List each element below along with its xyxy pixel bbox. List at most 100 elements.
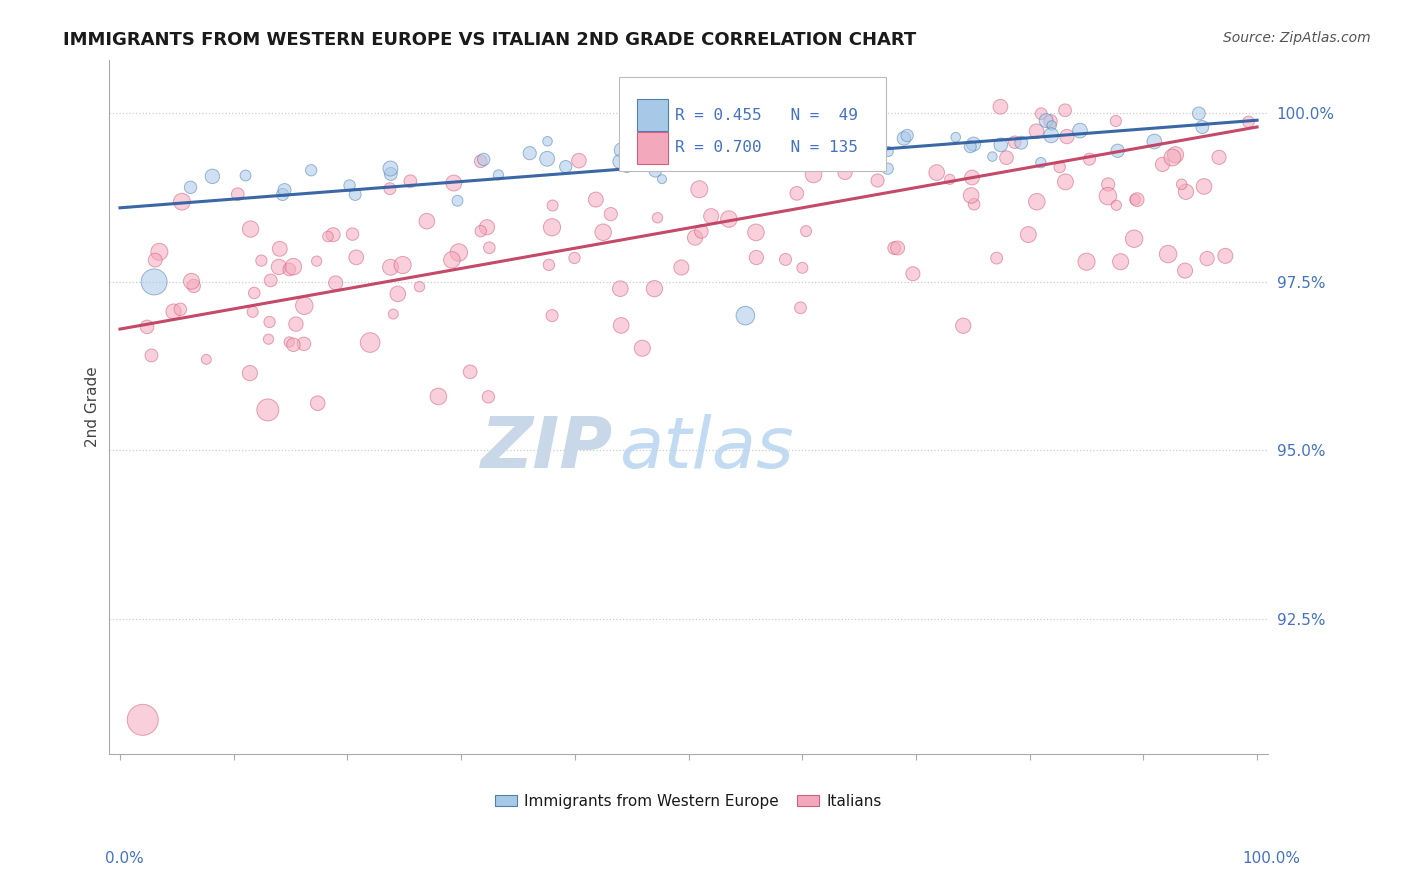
Point bbox=[1040, 128, 1063, 143]
Point bbox=[399, 174, 422, 188]
Point bbox=[170, 194, 193, 209]
Point bbox=[257, 332, 280, 346]
Point bbox=[269, 242, 291, 256]
Point bbox=[180, 274, 202, 288]
Point bbox=[408, 279, 430, 293]
Point bbox=[564, 251, 586, 265]
Point bbox=[1069, 123, 1091, 137]
Point bbox=[1188, 106, 1211, 120]
Point bbox=[794, 224, 817, 238]
FancyBboxPatch shape bbox=[619, 77, 886, 170]
Point bbox=[865, 142, 887, 156]
Point bbox=[960, 188, 983, 202]
Point bbox=[671, 260, 693, 275]
FancyBboxPatch shape bbox=[637, 99, 668, 131]
Point bbox=[745, 225, 768, 239]
Point bbox=[486, 168, 509, 182]
Point bbox=[700, 209, 723, 223]
Point bbox=[148, 244, 170, 259]
Point bbox=[789, 301, 811, 315]
Point bbox=[380, 167, 402, 181]
Point bbox=[470, 154, 492, 169]
Point bbox=[1174, 185, 1197, 199]
Point bbox=[305, 254, 328, 268]
Point bbox=[299, 163, 322, 178]
Point bbox=[359, 335, 381, 350]
Point bbox=[239, 222, 262, 236]
Point bbox=[990, 100, 1012, 114]
Point bbox=[1157, 247, 1180, 261]
Text: ZIP: ZIP bbox=[481, 414, 613, 483]
Point bbox=[541, 220, 564, 235]
Point bbox=[745, 251, 768, 265]
Point bbox=[1105, 114, 1128, 128]
Point bbox=[893, 131, 915, 145]
Point bbox=[1152, 157, 1174, 171]
Point bbox=[1105, 198, 1128, 212]
Point bbox=[427, 389, 450, 403]
Point bbox=[1197, 252, 1219, 266]
Point bbox=[162, 304, 184, 318]
Point bbox=[143, 253, 166, 268]
Point bbox=[278, 334, 301, 349]
Point bbox=[478, 241, 501, 255]
Point bbox=[283, 260, 305, 274]
Point bbox=[470, 224, 492, 238]
Point bbox=[537, 258, 560, 272]
Point bbox=[938, 172, 960, 186]
Point bbox=[278, 262, 301, 277]
Point bbox=[610, 318, 633, 333]
Point bbox=[183, 279, 205, 293]
Point bbox=[446, 194, 468, 208]
Point bbox=[180, 180, 202, 194]
Point bbox=[1004, 135, 1026, 149]
Point bbox=[737, 136, 759, 151]
Point bbox=[322, 227, 344, 242]
Point bbox=[477, 390, 499, 404]
Point bbox=[644, 163, 666, 178]
Point bbox=[995, 151, 1018, 165]
Point bbox=[1010, 136, 1032, 150]
Point bbox=[195, 352, 218, 367]
Point bbox=[959, 139, 981, 153]
Point bbox=[610, 143, 633, 157]
Point bbox=[1097, 178, 1119, 192]
Point bbox=[136, 319, 159, 334]
Point bbox=[260, 273, 283, 287]
Point bbox=[599, 207, 621, 221]
Point bbox=[616, 160, 638, 174]
Point bbox=[1174, 263, 1197, 277]
Text: R = 0.700   N = 135: R = 0.700 N = 135 bbox=[675, 140, 858, 155]
Point bbox=[271, 187, 294, 202]
Point bbox=[866, 173, 889, 187]
Point bbox=[1076, 254, 1098, 268]
Point bbox=[273, 183, 295, 197]
Point bbox=[717, 212, 740, 227]
Point bbox=[443, 176, 465, 190]
Point bbox=[541, 198, 564, 212]
Point bbox=[1208, 150, 1230, 164]
Point bbox=[316, 229, 339, 244]
Point bbox=[325, 276, 347, 290]
Point bbox=[1031, 106, 1053, 120]
Text: atlas: atlas bbox=[619, 414, 793, 483]
Point bbox=[475, 220, 498, 235]
Y-axis label: 2nd Grade: 2nd Grade bbox=[86, 367, 100, 447]
Point bbox=[1029, 155, 1052, 169]
Point bbox=[259, 315, 281, 329]
Point bbox=[775, 252, 797, 267]
Point bbox=[690, 225, 713, 239]
Point bbox=[284, 317, 307, 331]
Point bbox=[1040, 119, 1063, 133]
Point bbox=[440, 252, 463, 267]
Point bbox=[643, 282, 665, 296]
Point bbox=[292, 299, 315, 313]
Point bbox=[786, 186, 808, 201]
Point bbox=[568, 153, 591, 168]
Point bbox=[554, 160, 576, 174]
Point bbox=[641, 145, 664, 159]
Point bbox=[283, 337, 305, 351]
Point bbox=[901, 267, 924, 281]
Point bbox=[536, 134, 558, 148]
Point bbox=[862, 156, 884, 170]
